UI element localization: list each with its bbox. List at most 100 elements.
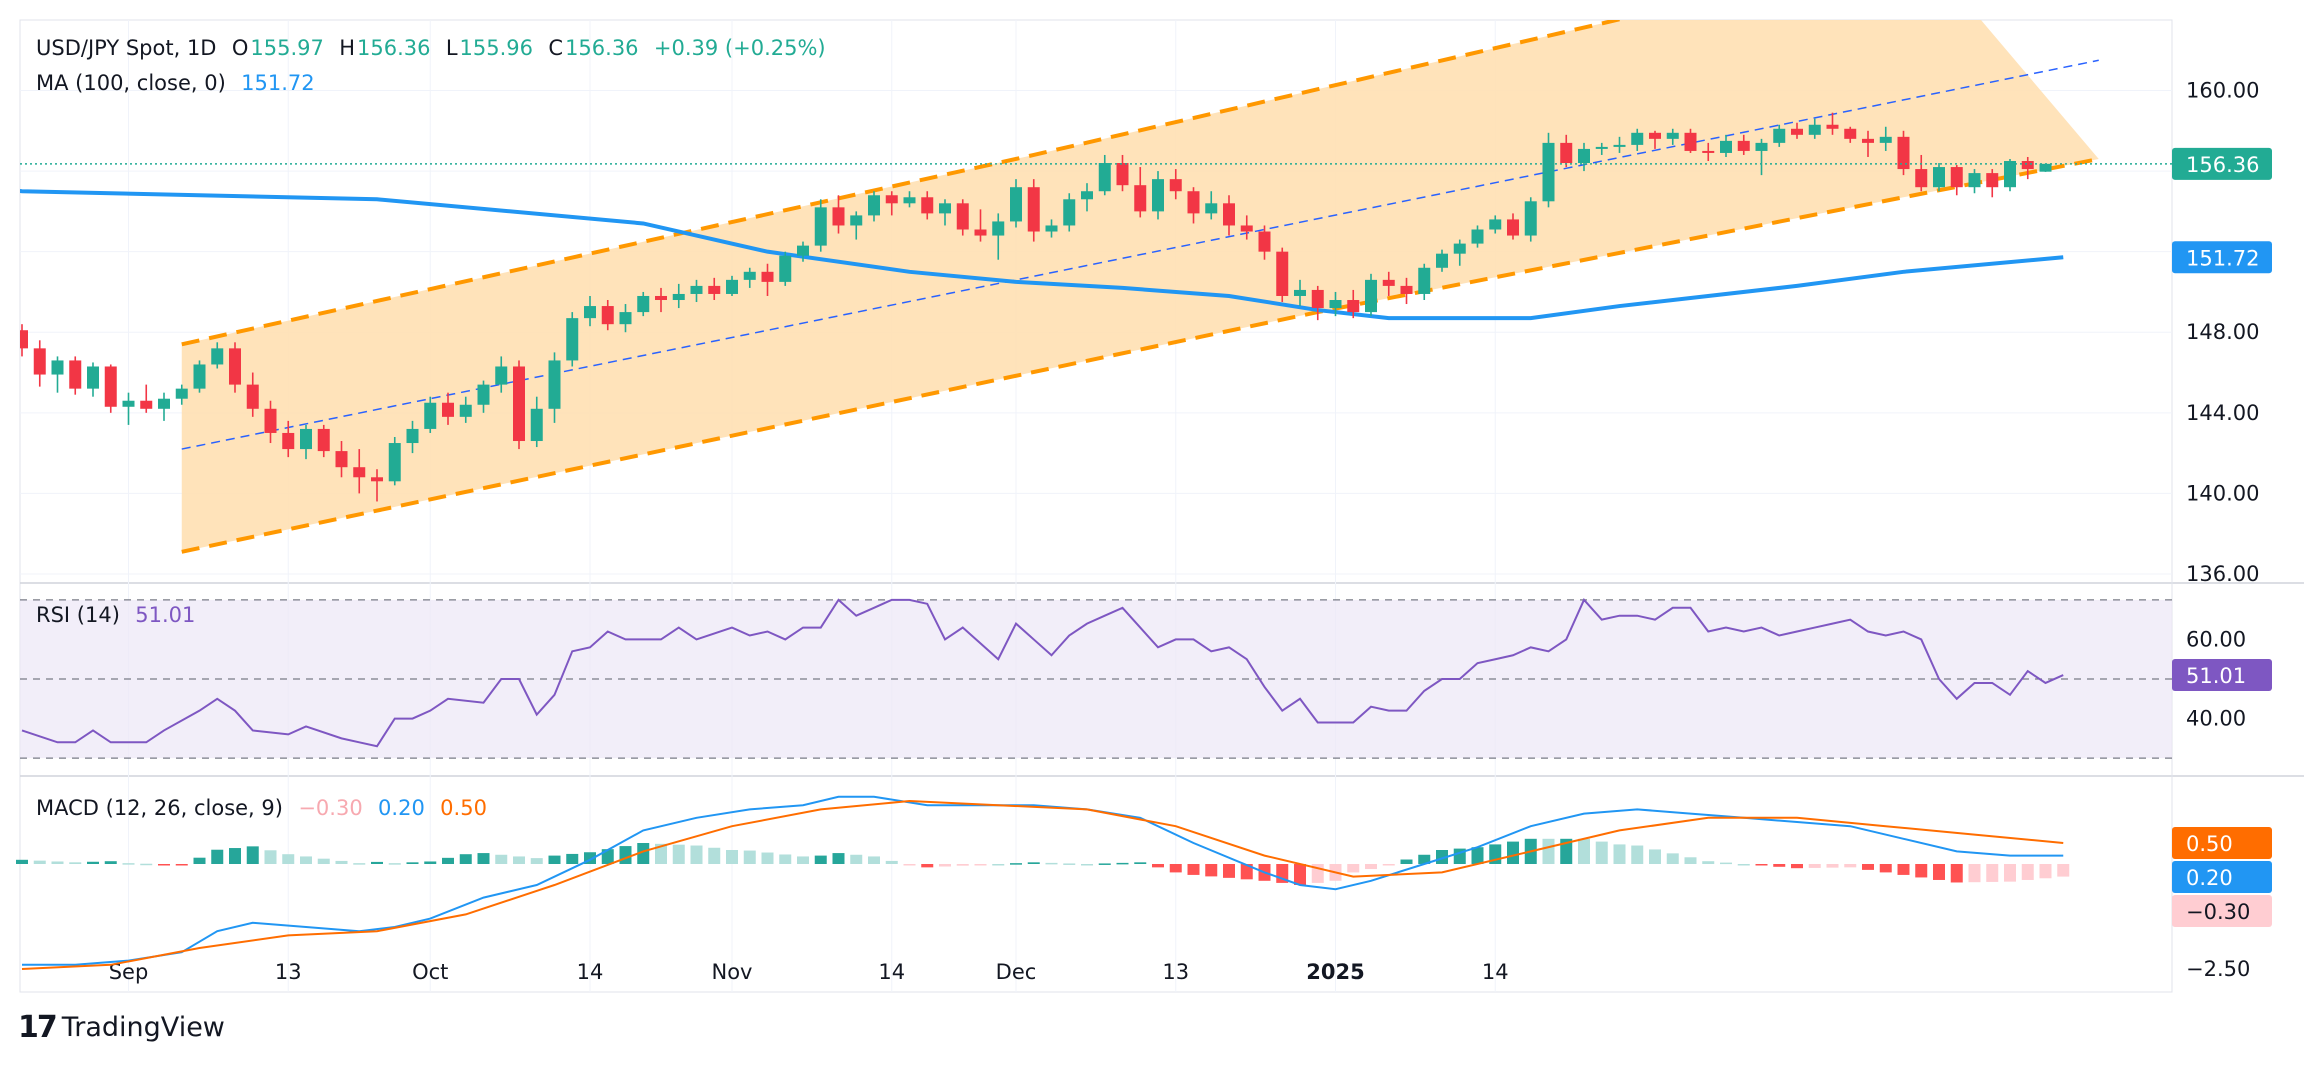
candle-body [1720, 140, 1732, 153]
close-label: C [548, 36, 564, 60]
candle-body [992, 221, 1005, 236]
candle-body [1063, 199, 1076, 226]
macd-signal-line [21, 799, 2064, 970]
candle-body [1311, 289, 1324, 309]
macd-histogram-bar [1223, 864, 1235, 878]
candle-body [1223, 203, 1235, 226]
macd-histogram-bar [814, 855, 827, 864]
candle-body [1879, 136, 1892, 143]
candle-body [921, 197, 934, 214]
tradingview-brand[interactable]: 17 TradingView [18, 1010, 225, 1045]
candle-body [1116, 163, 1129, 186]
candle-body [1649, 132, 1661, 139]
macd-histogram-bar [1560, 838, 1573, 864]
candle-body [1524, 201, 1537, 236]
candle-body [1595, 146, 1608, 149]
macd-histogram-bar [264, 850, 277, 864]
rsi-tick-label: 60.00 [2186, 627, 2246, 651]
macd-legend: MACD (12, 26, close, 9) −0.30 0.20 0.50 [36, 796, 489, 820]
rsi-tick-label: 40.00 [2186, 707, 2246, 731]
macd-histogram-bar [637, 843, 650, 864]
macd-histogram-bar [1879, 864, 1892, 873]
candle-body [264, 408, 277, 433]
macd-histogram-bar [761, 852, 774, 864]
rsi-label: RSI (14) [36, 603, 120, 627]
macd-histogram-bar [903, 864, 916, 866]
candle-body [1933, 167, 1945, 188]
candle-body [442, 402, 454, 417]
macd-histogram-bar [104, 861, 117, 864]
candle-body [903, 197, 916, 204]
candle-body [1950, 167, 1963, 188]
macd-histogram-bar [1134, 862, 1147, 864]
rsi-legend: RSI (14) 51.01 [36, 603, 197, 627]
macd-histogram-bar [1702, 861, 1715, 864]
macd-histogram-bar [1098, 863, 1111, 865]
macd-histogram-bar [1844, 864, 1857, 868]
low-value: 155.96 [459, 36, 534, 60]
candle-body [1152, 179, 1164, 212]
macd-histogram-bar [229, 848, 241, 864]
channel-mid-line [181, 59, 2099, 450]
candle-body [1027, 187, 1040, 232]
candle-body [1791, 128, 1803, 135]
candle-body [229, 348, 241, 385]
candle-body [69, 360, 82, 389]
candle-body [406, 428, 419, 444]
macd-histogram-bar [353, 863, 366, 865]
candle-body [1240, 225, 1253, 232]
candle-body [513, 366, 525, 442]
macd-histogram-bar [1755, 864, 1768, 866]
candle-body [1045, 225, 1058, 232]
high-value: 156.36 [357, 36, 431, 60]
candle-body [1205, 203, 1218, 214]
candle-body [885, 195, 898, 204]
macd-histogram-bar [1631, 845, 1644, 864]
macd-tick-label: −2.50 [2186, 957, 2250, 981]
candle-body [495, 366, 508, 385]
macd-histogram-bar [317, 858, 330, 864]
macd-histogram-bar [1613, 844, 1626, 864]
macd-histogram-bar [1542, 838, 1555, 864]
macd-histogram-bar [477, 853, 490, 864]
candle-body [1436, 253, 1448, 268]
macd-histogram-bar [406, 862, 419, 864]
rsi-value: 51.01 [135, 603, 196, 627]
candle-body [317, 428, 330, 452]
price-legend: USD/JPY Spot, 1D O155.97 H156.36 L155.96… [36, 36, 828, 60]
macd-histogram-bar [743, 850, 756, 864]
candle-body [51, 360, 64, 375]
x-tick-label: Oct [412, 960, 448, 984]
tradingview-logo-icon: 17 [18, 1010, 58, 1045]
candle-body [1418, 267, 1431, 294]
macd-histogram-bar [1471, 847, 1484, 864]
rsi-value-tag [2172, 659, 2272, 692]
candle-body [814, 207, 827, 246]
candle-body [353, 467, 366, 478]
candle-body [246, 384, 259, 409]
close-value: 156.36 [565, 36, 639, 60]
candle-body [20, 330, 28, 349]
macd-histogram-bar [442, 857, 454, 864]
high-label: H [339, 36, 355, 60]
open-label: O [231, 36, 249, 60]
macd-label: MACD (12, 26, close, 9) [36, 796, 283, 820]
candle-body [1578, 148, 1590, 164]
macd-histogram-bar [655, 843, 667, 864]
macd-histogram-bar [1382, 864, 1395, 866]
macd-histogram-bar [1578, 838, 1590, 864]
macd-histogram-bar [1950, 864, 1963, 883]
brand-name: TradingView [61, 1012, 225, 1043]
macd-histogram-bar [513, 856, 525, 864]
price-tick-label: 136.00 [2186, 562, 2259, 586]
macd-histogram-bar [1152, 864, 1164, 868]
macd-line [22, 795, 2064, 966]
candle-body [158, 398, 170, 409]
candle-body [1329, 300, 1342, 309]
macd-histogram-bar [992, 864, 1005, 866]
candle-body [1897, 136, 1910, 170]
candle-body [1169, 179, 1182, 192]
candle-body [87, 366, 99, 389]
candle-body [601, 306, 614, 325]
